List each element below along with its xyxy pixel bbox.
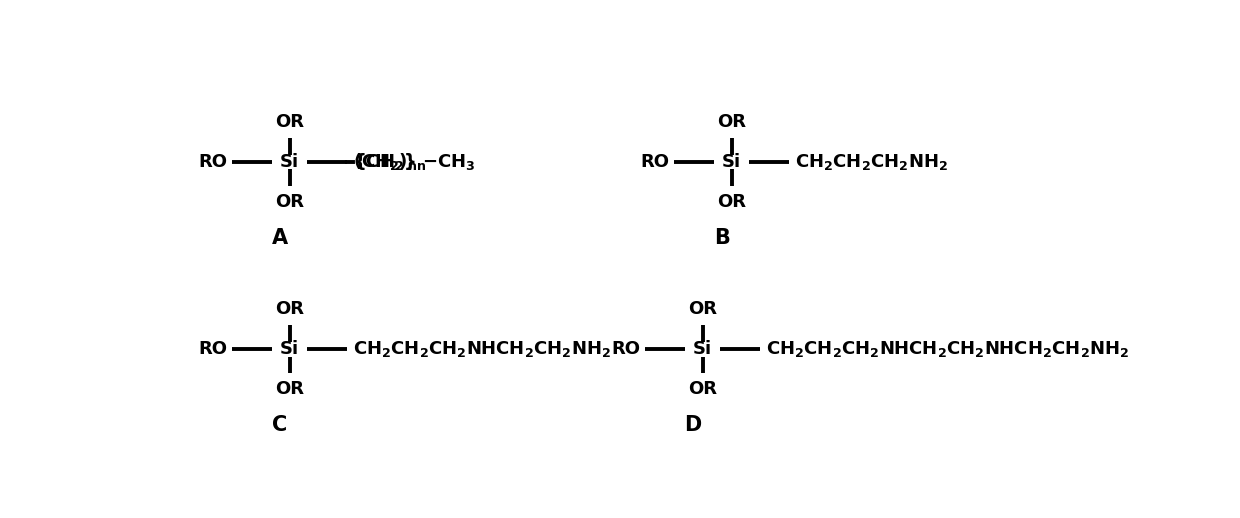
Text: Si: Si xyxy=(280,153,299,171)
Text: $\mathbf{(CH_2)_n}$: $\mathbf{(CH_2)_n}$ xyxy=(353,151,418,172)
Text: OR: OR xyxy=(275,113,304,131)
Text: OR: OR xyxy=(275,193,304,211)
Text: RO: RO xyxy=(198,153,227,171)
Text: OR: OR xyxy=(688,300,717,318)
Text: OR: OR xyxy=(275,380,304,398)
Text: Si: Si xyxy=(280,340,299,358)
Text: Si: Si xyxy=(693,340,712,358)
Text: RO: RO xyxy=(640,153,670,171)
Text: B: B xyxy=(714,227,730,248)
Text: OR: OR xyxy=(275,300,304,318)
Text: C: C xyxy=(273,415,288,435)
Text: $\mathbf{CH_2CH_2CH_2NHCH_2CH_2NHCH_2CH_2NH_2}$: $\mathbf{CH_2CH_2CH_2NHCH_2CH_2NHCH_2CH_… xyxy=(766,339,1130,359)
Text: RO: RO xyxy=(611,340,640,358)
Text: D: D xyxy=(684,415,702,435)
Text: $\mathbf{CH_2CH_2CH_2NH_2}$: $\mathbf{CH_2CH_2CH_2NH_2}$ xyxy=(795,152,949,172)
Text: RO: RO xyxy=(198,340,227,358)
Text: A: A xyxy=(272,227,288,248)
Text: OR: OR xyxy=(688,380,717,398)
Text: $\mathbf{CH_2CH_2CH_2NHCH_2CH_2NH_2}$: $\mathbf{CH_2CH_2CH_2NHCH_2CH_2NH_2}$ xyxy=(353,339,611,359)
Text: OR: OR xyxy=(717,113,746,131)
Text: OR: OR xyxy=(717,193,746,211)
Text: $\mathbf{-CH_3}$: $\mathbf{-CH_3}$ xyxy=(422,152,475,172)
Text: $\mathbf{\{CH_2\}_n}$: $\mathbf{\{CH_2\}_n}$ xyxy=(353,151,427,172)
Text: Si: Si xyxy=(722,153,742,171)
